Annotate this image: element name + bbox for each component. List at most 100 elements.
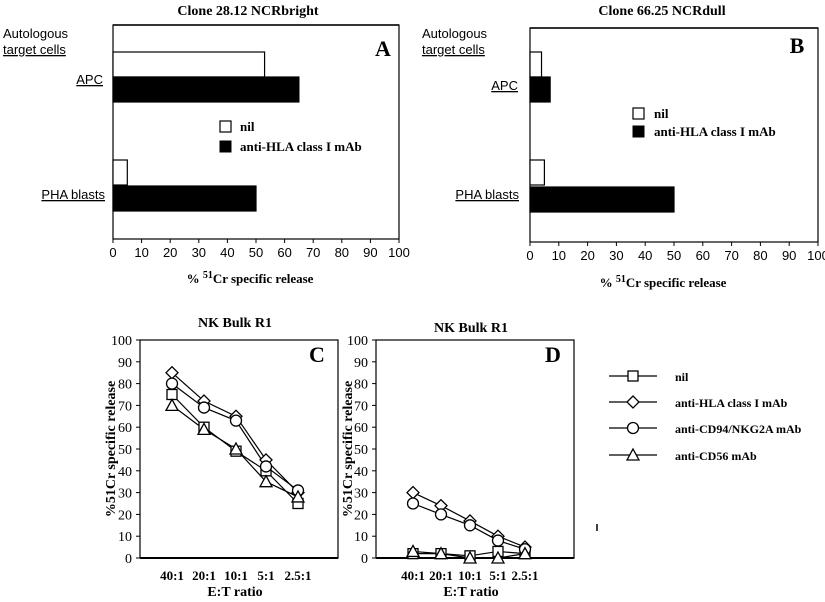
panel-d-x-tick-label: 10:1	[458, 568, 482, 583]
panel-b-bar	[529, 76, 551, 103]
panel-c-y-tick-label: 100	[111, 334, 132, 349]
panel-b-x-tick-label: 0	[526, 248, 533, 263]
panel-b-bar	[529, 159, 545, 186]
panel-a-category-heading-1: Autologous	[3, 26, 69, 41]
panel-b-letter: B	[790, 33, 805, 58]
panel-a-x-axis-label-sup: 51	[203, 270, 213, 281]
panel-a-category-label-apc: APC	[76, 72, 103, 87]
panel-b-legend-swatch-nil	[632, 107, 645, 120]
panel-b-x-tick-label: 60	[696, 248, 710, 263]
panel-b-x-ticks: 0 10 20 30 40 50 60 70 80 90 100	[526, 242, 825, 263]
panel-c-x-tick-label: 2.5:1	[284, 568, 311, 583]
panel-c-title: NK Bulk R1	[198, 316, 272, 331]
panel-a-x-axis-label: % 51Cr specific release	[187, 270, 314, 286]
panel-d-x-tick-label: 5:1	[489, 568, 506, 583]
panel-c-series	[164, 365, 306, 510]
panel-a-bar	[112, 159, 128, 186]
panel-d-letter: D	[545, 342, 561, 367]
legend-label: anti-HLA class I mAb	[675, 396, 788, 410]
panel-c-series-line	[171, 372, 299, 494]
panel-c-y-tick-label: 20	[118, 508, 132, 523]
panel-d-point-circle	[406, 497, 420, 510]
panel-a-legend: nil anti-HLA class I mAb	[219, 119, 362, 154]
panel-d-point-triangle	[405, 544, 421, 558]
panel-d-point-triangle	[433, 546, 449, 560]
panel-c-y-tick-label: 90	[118, 356, 132, 371]
panel-c-y-tick-label: 10	[118, 530, 132, 545]
legend-label: anti-CD94/NKG2A mAb	[675, 422, 802, 436]
panel-d-point-diamond	[406, 485, 420, 500]
panel-c-x-tick-label: 5:1	[257, 568, 274, 583]
panel-d-y-tick-label: 30	[354, 487, 368, 502]
panel-c-y-tick-label: 50	[118, 443, 132, 458]
panel-a-legend-label-mab: anti-HLA class I mAb	[240, 139, 362, 154]
panel-a-x-tick-label: 70	[306, 245, 320, 260]
panel-a-legend-swatch-mab	[219, 140, 232, 153]
panel-a-legend-swatch-nil	[219, 120, 232, 133]
panel-d-point-circle	[491, 534, 505, 547]
panel-b-x-axis-label-rest: Cr specific release	[626, 275, 727, 290]
panel-d-y-tick-label: 60	[354, 421, 368, 436]
panel-c-y-tick-label: 70	[118, 399, 132, 414]
panel-b-x-tick-label: 90	[782, 248, 796, 263]
panel-b-x-axis-label: % 51Cr specific release	[600, 274, 727, 290]
panel-c-point-circle	[229, 414, 243, 427]
panel-a-bar	[112, 76, 300, 103]
panel-d-point-circle	[463, 519, 477, 532]
panel-c-point-triangle	[290, 489, 306, 503]
legend-label: anti-CD56 mAb	[675, 449, 757, 463]
panel-a-x-tick-label: 10	[134, 245, 148, 260]
panel-c-point-triangle	[164, 398, 180, 412]
panel-b-category-heading-2: target cells	[422, 42, 485, 57]
panel-a-x-tick-label: 0	[109, 245, 116, 260]
panel-b-legend: nil anti-HLA class I mAb	[632, 106, 776, 139]
panel-b-legend-label-mab: anti-HLA class I mAb	[654, 124, 776, 139]
panel-a-x-tick-label: 50	[249, 245, 263, 260]
panel-b-x-tick-label: 70	[724, 248, 738, 263]
panel-b-bar	[529, 51, 543, 78]
panel-d-series	[405, 485, 533, 564]
panel-a-x-tick-label: 30	[192, 245, 206, 260]
panel-d-y-tick-label: 80	[354, 378, 368, 393]
panel-a-x-axis-label-prefix: %	[187, 271, 203, 286]
panel-a-bar	[112, 51, 266, 78]
panel-a-category-heading-2: target cells	[3, 42, 66, 57]
panel-b-x-tick-label: 40	[638, 248, 652, 263]
panel-d-y-tick-label: 50	[354, 443, 368, 458]
panel-c-y-tick-label: 60	[118, 421, 132, 436]
panel-a-x-tick-label: 90	[363, 245, 377, 260]
panel-b-title: Clone 66.25 NCRdull	[598, 4, 725, 19]
panel-c-y-tick-label: 30	[118, 487, 132, 502]
panel-d-y-tick-label: 0	[361, 552, 368, 567]
panel-b-bars	[529, 51, 675, 213]
panel-b-x-tick-label: 10	[552, 248, 566, 263]
panel-c-point-circle	[165, 377, 179, 390]
legend-marker-triangle	[625, 447, 641, 461]
panel-d-y-tick-label: 100	[347, 334, 368, 349]
panel-c-y-tick-label: 40	[118, 465, 132, 480]
panel-d-y-axis-label: %51Cr specific release	[341, 381, 356, 517]
panel-b-bar	[529, 186, 675, 213]
panel-c-x-tick-label: 40:1	[160, 568, 184, 583]
panel-b-category-label-pha: PHA blasts	[455, 187, 519, 202]
panel-a: Clone 28.12 NCRbright Autologous target …	[3, 4, 410, 286]
panel-d-title: NK Bulk R1	[434, 321, 508, 336]
panel-d-y-tick-label: 90	[354, 356, 368, 371]
panel-a-category-label-pha: PHA blasts	[41, 187, 105, 202]
panel-c-x-tick-label: 20:1	[192, 568, 216, 583]
panel-b-x-axis-label-prefix: %	[600, 275, 616, 290]
panel-c: NK Bulk R1 C 0 10 20 30 40 50 60 70 80 90 100 40:1 2…	[104, 316, 339, 600]
line-legend: nil anti-HLA class I mAb anti-CD94/NKG2A m…	[609, 370, 802, 463]
panel-a-x-ticks: 0 10 20 30 40 50 60 70 80 90 100	[109, 239, 410, 260]
legend-marker-diamond	[626, 395, 640, 409]
panel-c-axes-ticks: 0 10 20 30 40 50 60 70 80 90 100 40:1 20:1 10:1 5:1 2.5…	[111, 334, 338, 583]
panel-b: Clone 66.25 NCRdull Autologous target ce…	[422, 4, 825, 290]
panel-b-legend-swatch-mab	[632, 125, 645, 138]
panel-c-point-triangle	[196, 422, 212, 436]
legend-marker-circle	[626, 421, 640, 435]
panel-d-point-triangle	[462, 550, 478, 564]
panel-d-x-tick-label: 40:1	[401, 568, 425, 583]
panel-a-title: Clone 28.12 NCRbright	[177, 4, 319, 19]
panel-d-x-tick-label: 2.5:1	[511, 568, 538, 583]
